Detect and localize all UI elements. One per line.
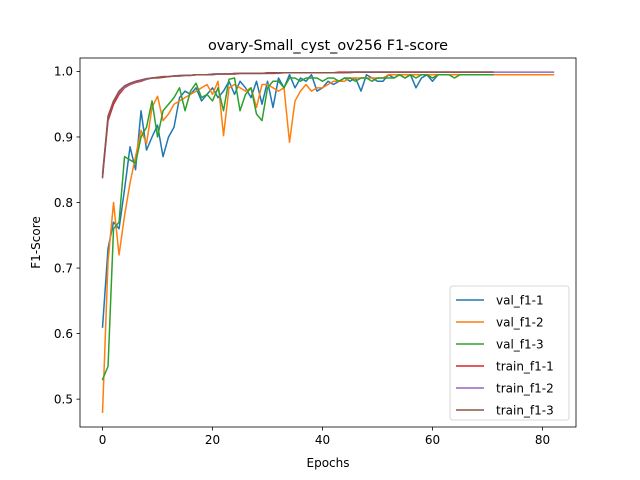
legend-label: train_f1-3 xyxy=(496,403,554,417)
legend-box xyxy=(449,285,570,421)
series-line-val_f1-3 xyxy=(101,73,494,381)
x-tick-label: 40 xyxy=(315,433,330,447)
axis-ticks: 0 20 40 60 80 0.5 0.6 0.7 0.8 0.9 1.0 xyxy=(54,65,550,447)
series-lines xyxy=(101,71,555,414)
series-line-train_f1-3 xyxy=(101,71,494,179)
legend-label: train_f1-1 xyxy=(496,359,554,373)
y-tick-label: 0.6 xyxy=(54,327,73,341)
x-tick-label: 20 xyxy=(205,433,220,447)
legend: val_f1-1 val_f1-2 val_f1-3 train_f1-1 train_… xyxy=(449,285,570,421)
y-axis-label: F1-Score xyxy=(29,216,43,268)
x-tick-label: 80 xyxy=(535,433,550,447)
legend-label: val_f1-3 xyxy=(496,337,544,351)
axes-border xyxy=(79,57,577,428)
y-tick-label: 0.8 xyxy=(54,196,73,210)
chart-title: ovary-Small_cyst_ov256 F1-score xyxy=(208,38,448,54)
legend-label: val_f1-2 xyxy=(496,315,544,329)
x-tick-label: 60 xyxy=(425,433,440,447)
axes-frame xyxy=(79,57,577,428)
y-tick-label: 0.9 xyxy=(54,130,73,144)
y-tick-label: 1.0 xyxy=(54,65,73,79)
legend-label: val_f1-1 xyxy=(496,293,544,307)
y-tick-label: 0.5 xyxy=(54,392,73,406)
x-axis-label: Epochs xyxy=(307,456,350,470)
x-tick-label: 0 xyxy=(99,433,107,447)
legend-label: train_f1-2 xyxy=(496,381,554,395)
y-tick-label: 0.7 xyxy=(54,261,73,275)
